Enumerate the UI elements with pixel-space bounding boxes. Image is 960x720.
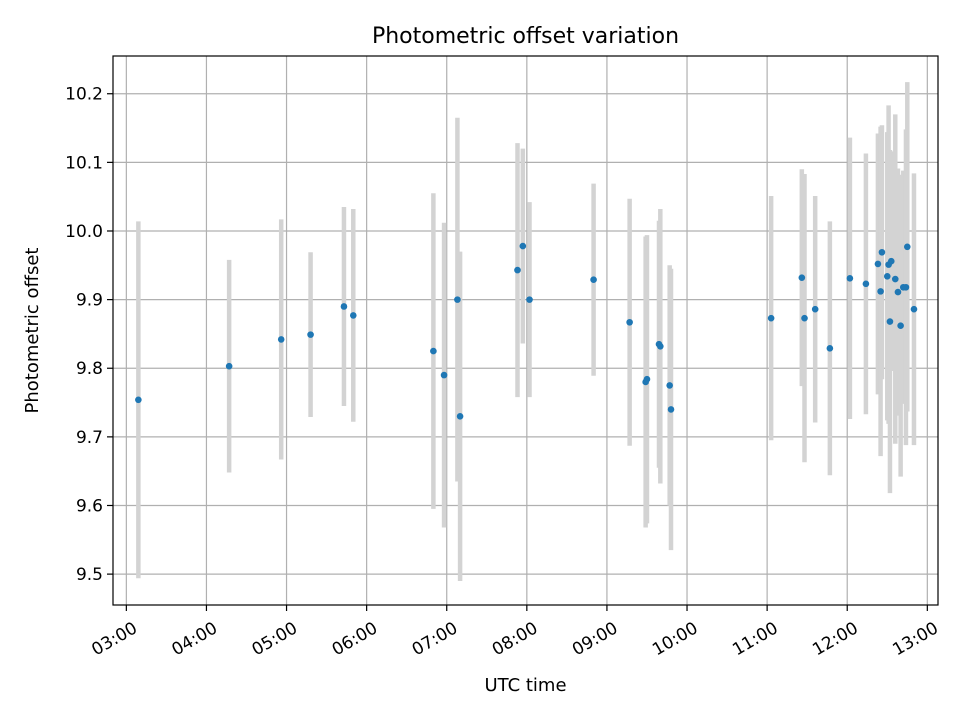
data-point [878,248,886,256]
data-point [643,375,651,383]
data-point [626,318,633,326]
data-point [519,242,527,250]
x-tick-label: 06:00 [329,618,381,660]
data-points [135,242,918,420]
x-tick-label: 08:00 [489,618,541,660]
data-point [887,257,895,265]
data-point [903,243,911,251]
data-point [801,314,808,322]
data-point [440,371,448,379]
y-tick-label: 9.9 [76,291,103,311]
x-axis: 03:00 04:00 05:00 06:00 07:00 08:00 09:00 10:00… [88,605,942,660]
chart-title: Photometric offset variation [372,24,679,49]
grid [113,56,938,605]
data-point [826,345,834,352]
x-tick-label: 04:00 [169,618,221,660]
y-axis: 9.5 9.6 9.7 9.8 9.9 10.0 10.1 10.2 [65,85,113,585]
x-tick-label: 07:00 [409,618,461,660]
x-tick-label: 09:00 [569,618,621,660]
y-tick-label: 10.2 [65,85,103,105]
y-tick-label: 10.1 [65,153,103,173]
data-point [811,305,819,313]
data-point [657,342,664,350]
data-point [886,318,894,325]
data-point [666,382,673,389]
data-point [349,312,357,319]
y-tick-label: 9.5 [76,565,103,585]
data-point [307,331,314,338]
x-tick-label: 10:00 [649,618,701,660]
y-axis-label: Photometric offset [22,248,43,414]
y-tick-label: 9.8 [76,359,103,379]
data-point [902,283,910,291]
data-point [897,322,904,329]
y-tick-label: 9.7 [76,428,103,448]
error-bars [136,82,917,581]
data-point [526,296,533,303]
y-tick-label: 10.0 [65,222,103,242]
data-point [883,272,891,280]
x-tick-label: 12:00 [809,618,861,660]
data-point [456,412,464,420]
data-point [135,396,142,404]
data-point [862,280,870,288]
data-point [767,314,775,322]
x-tick-label: 03:00 [88,618,140,660]
data-point [891,275,899,283]
data-point [877,288,884,295]
data-point [874,260,882,268]
data-point [430,347,437,355]
data-point [225,362,233,370]
data-point [454,296,461,303]
data-point [514,266,521,274]
data-point [894,288,902,296]
x-tick-label: 11:00 [729,618,781,660]
data-point [277,336,285,343]
x-axis-label: UTC time [484,675,566,696]
data-point [846,275,854,282]
data-point [910,305,918,313]
y-tick-label: 9.6 [76,496,103,516]
plot-frame [112,55,939,606]
x-tick-label: 13:00 [889,618,941,660]
x-tick-label: 05:00 [249,618,301,660]
data-point [590,276,597,284]
data-point [340,303,348,310]
data-point [667,406,675,413]
data-point [798,274,806,281]
